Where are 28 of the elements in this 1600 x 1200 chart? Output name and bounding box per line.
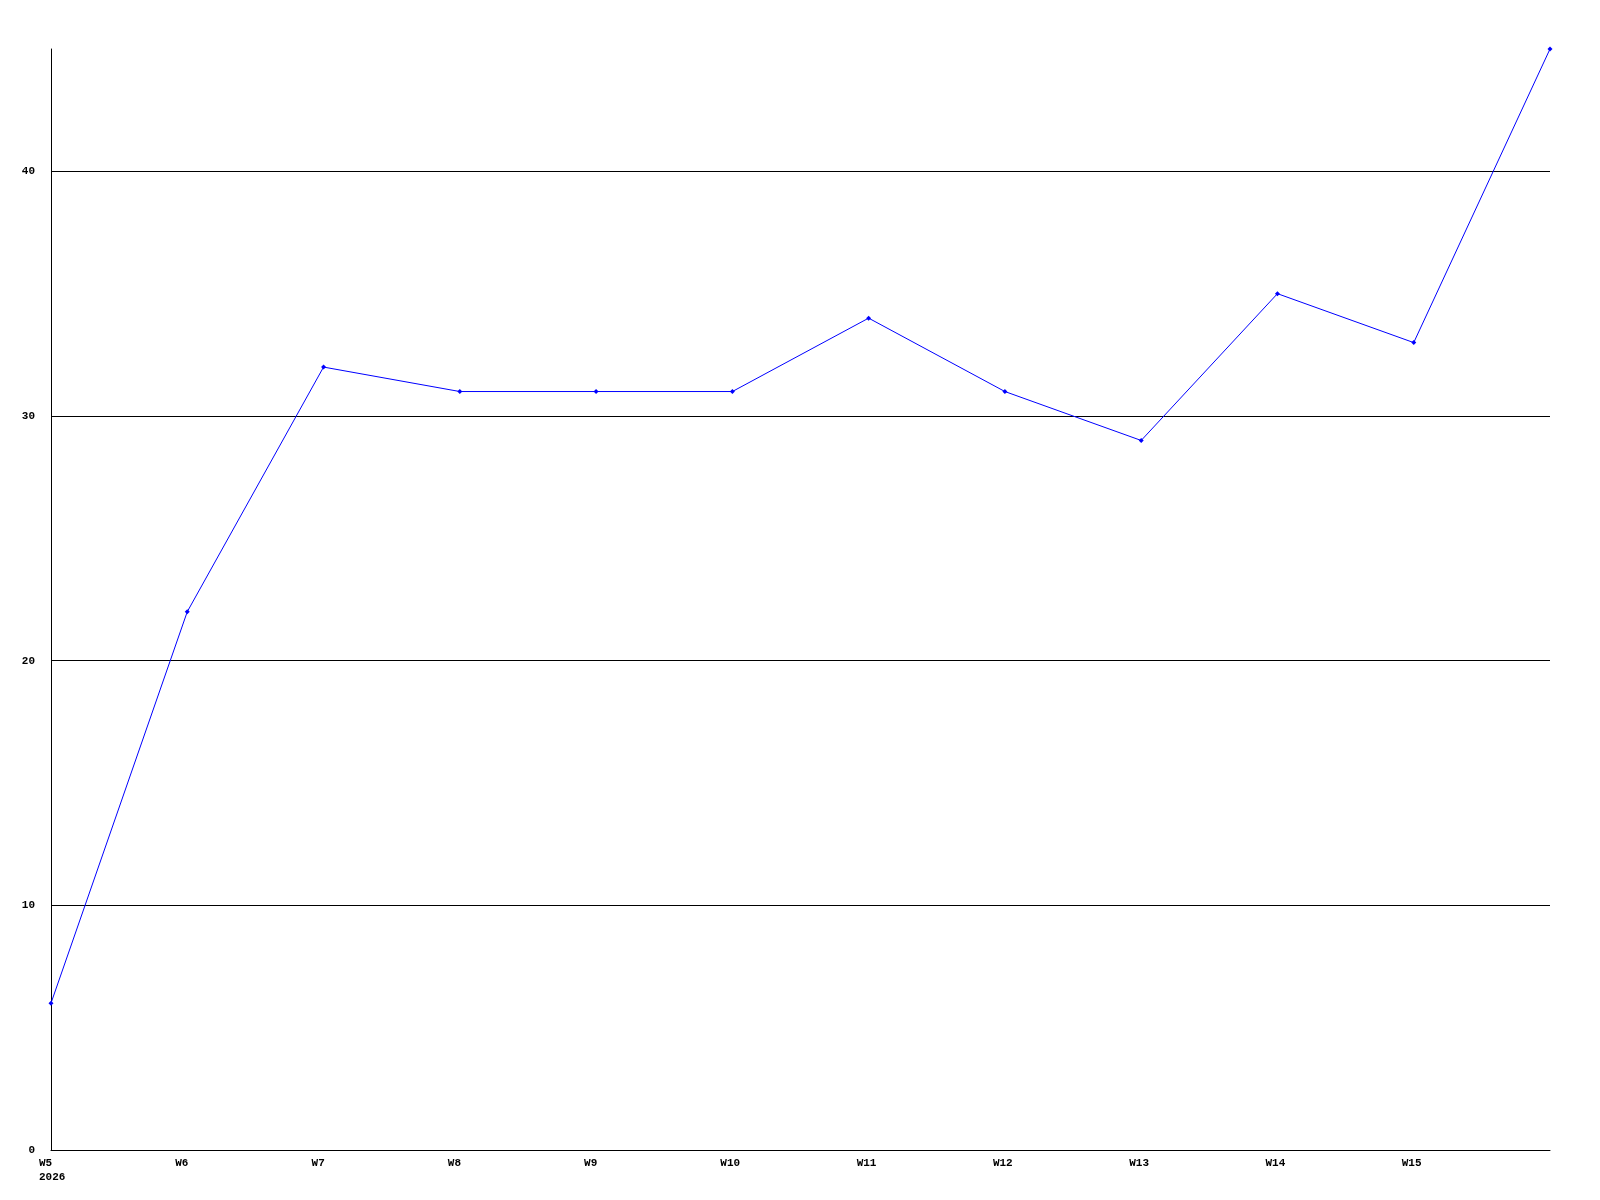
point	[1002, 389, 1008, 395]
x-tick-label: W14	[1265, 1157, 1286, 1169]
x-tick-label: W8	[447, 1157, 462, 1169]
y-tick-label: 0	[28, 1144, 35, 1156]
point	[1138, 437, 1144, 443]
y-tick-label: 30	[21, 410, 35, 422]
x-tick-label: W10	[720, 1157, 741, 1169]
point	[1547, 46, 1553, 52]
x-tick-label: W11	[856, 1157, 877, 1169]
point	[48, 1000, 54, 1006]
x-tick-label: W15	[1401, 1157, 1422, 1169]
point	[321, 364, 327, 370]
y-tick-label: 10	[21, 899, 35, 912]
point	[457, 389, 463, 395]
point	[1274, 291, 1280, 297]
x-tick-label: W6	[175, 1157, 189, 1169]
x-tick-label: W7	[311, 1157, 325, 1169]
point	[866, 315, 872, 321]
x-tick-label: W12	[992, 1157, 1013, 1169]
point	[729, 389, 735, 395]
y-tick-label: 40	[21, 165, 35, 178]
point	[184, 609, 190, 615]
x-tick-label: W9	[584, 1157, 598, 1169]
x-tick-label: W13	[1129, 1157, 1150, 1169]
point	[1411, 340, 1417, 346]
point	[593, 389, 599, 395]
y-tick-label: 20	[21, 654, 35, 667]
x-tick-label: W5 2026	[39, 1157, 66, 1183]
